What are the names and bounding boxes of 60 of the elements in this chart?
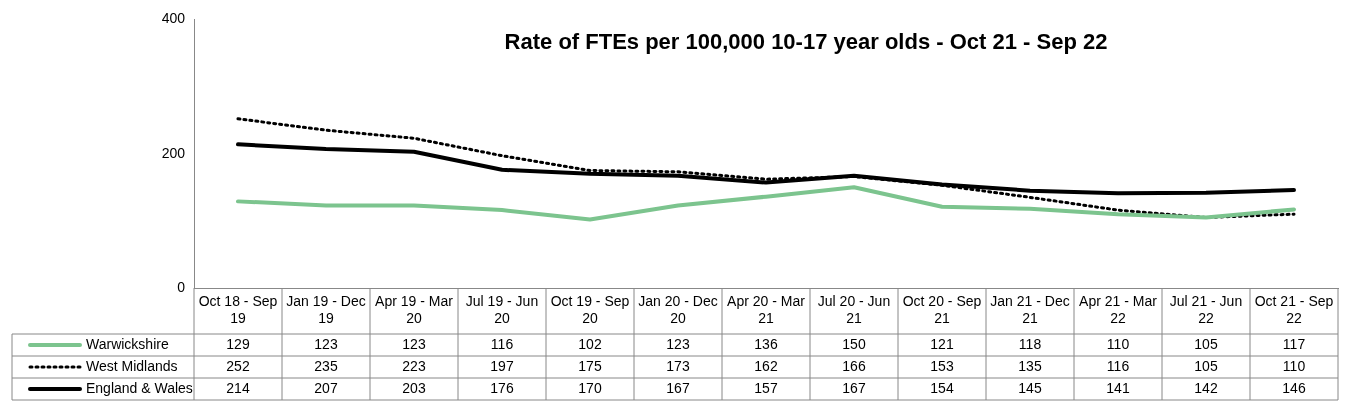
x-tick-label: Jan 20 - Dec 20	[638, 293, 718, 327]
data-label: 135	[1018, 357, 1042, 374]
data-label: 173	[666, 357, 690, 374]
x-tick-label: Oct 20 - Sep 21	[902, 293, 982, 327]
x-tick-label: Jul 19 - Jun 20	[465, 293, 539, 327]
y-tick-label: 0	[177, 278, 186, 295]
data-label: 146	[1282, 379, 1306, 396]
data-label: 167	[842, 379, 866, 396]
data-label: 166	[842, 357, 866, 374]
data-label: 142	[1194, 379, 1218, 396]
x-tick-label: Oct 19 - Sep 20	[550, 293, 630, 327]
data-label: 176	[490, 379, 514, 396]
legend-label: Warwickshire	[86, 335, 169, 352]
x-tick-label: Oct 21 - Sep 22	[1254, 293, 1334, 327]
x-tick-label: Oct 18 - Sep 19	[198, 293, 278, 327]
data-label: 162	[754, 357, 778, 374]
data-label: 116	[490, 335, 514, 352]
data-label: 154	[930, 379, 954, 396]
line-series	[236, 117, 1296, 219]
data-label: 175	[578, 357, 602, 374]
x-tick-label: Jan 19 - Dec 19	[286, 293, 366, 327]
data-label: 102	[578, 335, 602, 352]
data-label: 223	[402, 357, 426, 374]
y-tick-label: 400	[161, 10, 186, 27]
data-label: 214	[226, 379, 250, 396]
x-tick-label: Jul 20 - Jun 21	[817, 293, 891, 327]
legend-label: West Midlands	[86, 357, 178, 374]
data-label: 197	[490, 357, 514, 374]
data-label: 235	[314, 357, 338, 374]
data-label: 123	[666, 335, 690, 352]
data-label: 117	[1282, 335, 1306, 352]
data-label: 105	[1194, 357, 1218, 374]
data-label: 203	[402, 379, 426, 396]
data-label: 141	[1106, 379, 1130, 396]
y-tick-label: 200	[161, 144, 186, 161]
x-tick-label: Jan 21 - Dec 21	[990, 293, 1070, 327]
x-tick-label: Apr 21 - Mar 22	[1079, 293, 1158, 327]
x-tick-label: Apr 20 - Mar 21	[727, 293, 806, 327]
data-label: 170	[578, 379, 602, 396]
text: Rate of FTEs per 100,000 10-17 year olds - Oct 21 - Sep 22	[504, 29, 1108, 55]
data-label: 105	[1194, 335, 1218, 352]
legend-label: England & Wales	[86, 379, 193, 396]
x-tick-label: Apr 19 - Mar 20	[375, 293, 454, 327]
data-label: 129	[226, 335, 250, 352]
data-label: 110	[1282, 357, 1306, 374]
x-tick-label: Jul 21 - Jun 22	[1169, 293, 1243, 327]
data-label: 118	[1018, 335, 1042, 352]
data-label: 207	[314, 379, 338, 396]
data-label: 153	[930, 357, 954, 374]
data-label: 123	[402, 335, 426, 352]
data-label: 157	[754, 379, 778, 396]
data-label: 121	[930, 335, 954, 352]
data-label: 110	[1106, 335, 1130, 352]
data-label: 252	[226, 357, 250, 374]
data-label: 167	[666, 379, 690, 396]
data-label: 150	[842, 335, 866, 352]
data-label: 123	[314, 335, 338, 352]
data-label: 145	[1018, 379, 1042, 396]
data-label: 136	[754, 335, 778, 352]
data-label: 116	[1106, 357, 1130, 374]
